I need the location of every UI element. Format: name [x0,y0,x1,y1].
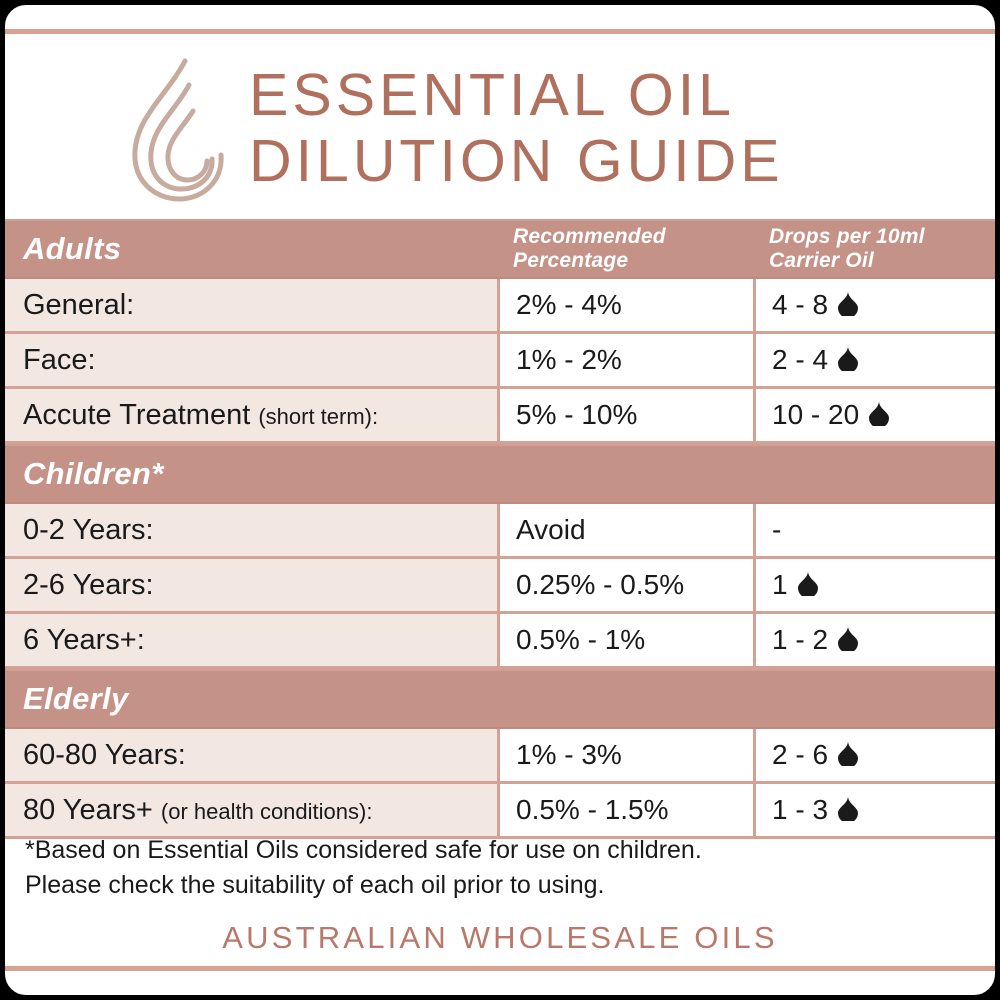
row-label-cell: 0-2 Years: [5,504,497,556]
dilution-table: Adults Recommended Percentage Drops per … [5,219,995,839]
drop-icon [837,345,859,376]
row-label-cell: 80 Years+ (or health conditions): [5,784,497,836]
row-label: 60-80 Years: [23,738,186,771]
drop-icon [837,795,859,826]
row-label-cell: 60-80 Years: [5,729,497,781]
section-header-elderly: Elderly [5,669,995,729]
table-row: Accute Treatment (short term): 5% - 10% … [5,389,995,444]
row-drops: 1 - 3 [772,794,829,825]
section-title-elderly: Elderly [23,681,129,716]
row-percentage: 2% - 4% [516,289,622,320]
row-percentage: Avoid [516,514,586,545]
row-percentage-cell: Avoid [497,504,753,556]
bottom-rule [5,966,995,971]
footnote-line-1: *Based on Essential Oils considered safe… [25,836,702,864]
row-percentage: 5% - 10% [516,399,638,430]
row-drops: - [772,514,782,545]
row-label-qualifier: (or health conditions): [160,798,373,824]
row-percentage: 1% - 3% [516,739,622,770]
column-header-drops-line2: Carrier Oil [769,249,874,272]
row-percentage: 0.5% - 1% [516,624,646,655]
row-label-cell: 6 Years+: [5,614,497,666]
row-label: General: [23,288,135,321]
column-header-percentage-line1: Recommended [513,225,666,249]
row-drops-cell: 1 - 3 [753,784,995,836]
row-label: 0-2 Years: [23,513,154,546]
brand-name: AUSTRALIAN WHOLESALE OILS [222,920,778,955]
top-rule [5,29,995,34]
section-header-adults: Adults Recommended Percentage Drops per … [5,219,995,279]
row-drops-cell: 4 - 8 [753,279,995,331]
row-drops-cell: 1 - 2 [753,614,995,666]
drop-icon [837,625,859,656]
column-header-drops-line1: Drops per 10ml [769,225,925,249]
column-header-percentage: Recommended Percentage [513,225,666,273]
title-line-1: ESSENTIAL OIL [249,61,735,128]
table-row: Face: 1% - 2% 2 - 4 [5,334,995,389]
drop-icon [837,290,859,321]
row-label-qualifier: (short term): [258,403,379,429]
row-percentage: 0.5% - 1.5% [516,794,669,825]
section-title-adults: Adults [23,231,122,266]
table-row: 60-80 Years: 1% - 3% 2 - 6 [5,729,995,784]
row-label-cell: General: [5,279,497,331]
row-label: Accute Treatment (short term): [23,398,379,431]
row-drops: 1 [772,569,788,600]
row-label-cell: 2-6 Years: [5,559,497,611]
drop-icon [868,400,890,431]
footnote-line-2: Please check the suitability of each oil… [25,870,605,899]
table-row: 0-2 Years: Avoid - [5,504,995,559]
row-drops-cell: 10 - 20 [753,389,995,441]
row-drops: 1 - 2 [772,624,829,655]
row-label: 2-6 Years: [23,568,154,601]
row-drops-cell: - [753,504,995,556]
row-label: 80 Years+ (or health conditions): [23,793,373,826]
row-drops-cell: 2 - 6 [753,729,995,781]
section-header-children: Children* [5,444,995,504]
footnote: *Based on Essential Oils considered safe… [25,833,975,902]
droplet-flame-logo-icon [123,55,235,205]
column-header-percentage-line2: Percentage [513,249,629,272]
drop-icon [837,740,859,771]
row-percentage-cell: 1% - 3% [497,729,753,781]
row-percentage: 0.25% - 0.5% [516,569,685,600]
page-title: ESSENTIAL OIL DILUTION GUIDE [249,62,784,194]
table-row: 2-6 Years: 0.25% - 0.5% 1 [5,559,995,614]
row-percentage: 1% - 2% [516,344,622,375]
row-percentage-cell: 0.25% - 0.5% [497,559,753,611]
row-drops: 2 - 4 [772,344,829,375]
table-row: 80 Years+ (or health conditions): 0.5% -… [5,784,995,839]
table-row: 6 Years+: 0.5% - 1% 1 - 2 [5,614,995,669]
table-row: General: 2% - 4% 4 - 8 [5,279,995,334]
row-label-cell: Accute Treatment (short term): [5,389,497,441]
row-percentage-cell: 1% - 2% [497,334,753,386]
drop-icon [797,570,819,601]
row-label-cell: Face: [5,334,497,386]
column-header-drops: Drops per 10ml Carrier Oil [769,225,925,273]
title-line-2: DILUTION GUIDE [249,128,784,194]
row-drops-cell: 2 - 4 [753,334,995,386]
row-drops-cell: 1 [753,559,995,611]
row-percentage-cell: 0.5% - 1.5% [497,784,753,836]
section-title-children: Children* [23,456,164,491]
row-drops: 2 - 6 [772,739,829,770]
row-label: 6 Years+: [23,623,145,656]
row-percentage-cell: 2% - 4% [497,279,753,331]
row-drops: 10 - 20 [772,399,860,430]
row-percentage-cell: 5% - 10% [497,389,753,441]
row-label: Face: [23,343,96,376]
row-drops: 4 - 8 [772,289,829,320]
header: ESSENTIAL OIL DILUTION GUIDE [5,37,995,219]
row-percentage-cell: 0.5% - 1% [497,614,753,666]
